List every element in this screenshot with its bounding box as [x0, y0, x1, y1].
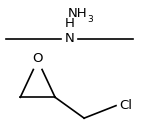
- Text: NH: NH: [67, 7, 87, 20]
- Text: Cl: Cl: [119, 99, 132, 112]
- Text: N: N: [65, 32, 75, 45]
- Text: H: H: [65, 17, 75, 30]
- Text: 3: 3: [87, 15, 93, 24]
- Text: O: O: [32, 52, 43, 65]
